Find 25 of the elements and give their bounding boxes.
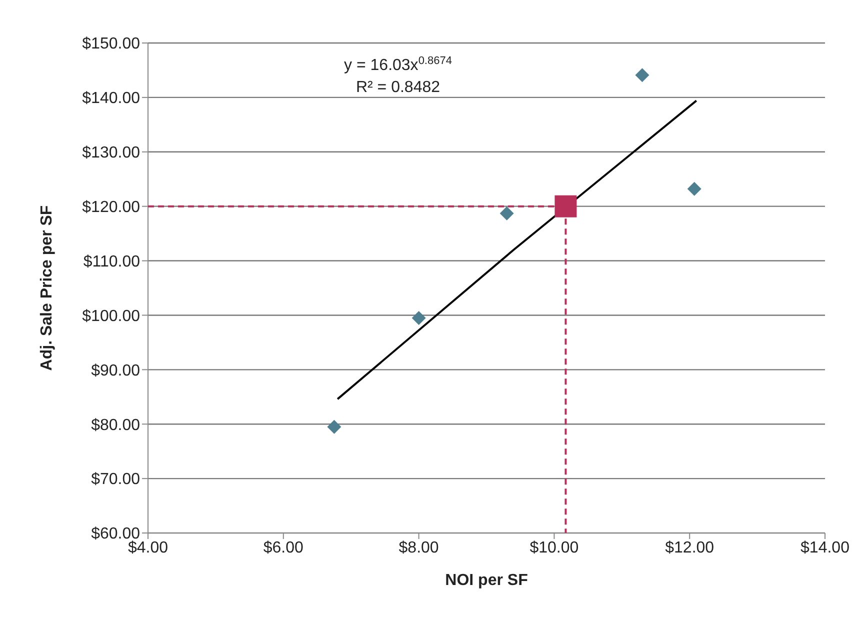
- y-tick-label: $140.00: [82, 90, 140, 108]
- x-axis-title: NOI per SF: [445, 572, 528, 589]
- point: [687, 182, 702, 196]
- x-tick-label: $8.00: [398, 539, 439, 556]
- annotation: y = 16.03x$^{0.8674}$: [344, 55, 452, 74]
- y-tick-label: $90.00: [91, 362, 140, 380]
- y-tick-label: $130.00: [82, 144, 140, 162]
- y-tick-label: $70.00: [91, 471, 140, 488]
- point: [327, 420, 342, 434]
- y-axis-title: Adj. Sale Price per SF: [38, 205, 56, 371]
- y-tick-label: $150.00: [82, 36, 140, 53]
- y-tick-label: $80.00: [91, 416, 140, 434]
- point: [500, 206, 514, 220]
- x-tick-label: $12.00: [665, 539, 714, 556]
- y-tick-label: $100.00: [82, 308, 140, 325]
- y-tick-label: $110.00: [83, 253, 140, 270]
- point: [412, 310, 426, 325]
- point: [635, 68, 650, 82]
- x-tick-label: $6.00: [263, 539, 304, 556]
- annotation: R² = 0.8482: [356, 79, 440, 96]
- y-tick-label: $120.00: [82, 199, 140, 216]
- x-tick-label: $4.00: [128, 539, 168, 556]
- x-tick-label: $10.00: [530, 539, 579, 556]
- x-tick-label: $14.00: [800, 539, 850, 556]
- point: [554, 195, 577, 218]
